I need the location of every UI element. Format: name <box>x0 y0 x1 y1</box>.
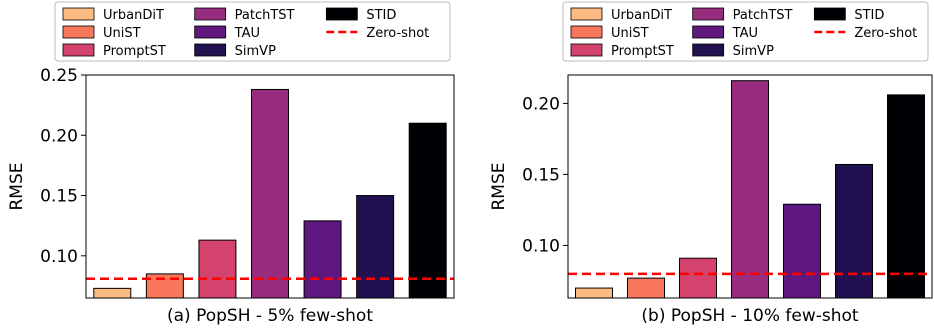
y-tick-label: 0.20 <box>40 126 78 146</box>
legend: UrbanDiT UniST PromptST PatchTST TAU SimVP STI… <box>562 1 929 62</box>
bar-tau <box>303 220 342 299</box>
legend-swatch-simvp <box>692 43 725 57</box>
legend-swatch-stid <box>813 7 846 21</box>
legend-label-patchtst: PatchTST <box>235 8 295 23</box>
panel-caption: (a) PopSH - 5% few-shot <box>167 306 373 326</box>
legend-label-tau: TAU <box>234 26 260 41</box>
legend-label-promptst: PromptST <box>103 44 166 59</box>
y-axis-label: RMSE <box>7 162 27 210</box>
legend-swatch-patchtst <box>692 7 725 21</box>
bar-promptst <box>198 239 237 299</box>
legend-swatch-tau <box>194 25 227 39</box>
legend-label-zero-shot: Zero-shot <box>366 26 429 41</box>
panel-caption: (b) PopSH - 10% few-shot <box>641 306 859 326</box>
bar-simvp <box>835 163 873 299</box>
legend-label-tau: TAU <box>732 26 758 41</box>
y-tick-label: 0.15 <box>522 165 560 185</box>
legend-label-stid: STID <box>854 8 884 23</box>
y-tick-label: 0.15 <box>40 187 78 207</box>
y-axis-label: RMSE <box>489 162 509 210</box>
legend: UrbanDiT UniST PromptST PatchTST TAU SimVP STI… <box>54 1 451 62</box>
chart-panel-b: 0.10 0.15 0.20 RMSE (b) PopSH - 10% few-shot… <box>489 1 933 326</box>
legend-label-stid: STID <box>366 8 396 23</box>
legend-label-urbandit: UrbanDiT <box>611 8 672 23</box>
y-tick-label: 0.10 <box>40 247 78 267</box>
legend-label-unist: UniST <box>103 26 141 41</box>
bar-urbandit <box>93 287 132 299</box>
legend-swatch-unist <box>570 25 603 39</box>
legend-label-unist: UniST <box>611 26 649 41</box>
plot-frame <box>567 74 933 299</box>
bar-urbandit <box>575 287 613 299</box>
legend-swatch-stid <box>325 7 358 21</box>
legend-label-urbandit: UrbanDiT <box>103 8 164 23</box>
y-tick-label: 0.10 <box>522 236 560 256</box>
legend-label-simvp: SimVP <box>235 44 276 59</box>
bar-patchtst <box>251 88 289 299</box>
legend-swatch-simvp <box>194 43 227 57</box>
legend-swatch-tau <box>692 25 725 39</box>
bar-stid <box>887 94 925 299</box>
bar-stid <box>408 122 447 299</box>
chart-panel-a: 0.10 0.15 0.20 0.25 RMSE (a) PopSH - 5% few-s… <box>7 1 455 326</box>
legend-label-patchtst: PatchTST <box>733 8 793 23</box>
legend-swatch-promptst <box>570 43 603 57</box>
legend-label-promptst: PromptST <box>611 44 674 59</box>
legend-swatch-urbandit <box>570 7 603 21</box>
bar-unist <box>627 277 665 299</box>
y-tick-label: 0.20 <box>522 94 560 114</box>
plot-frame <box>85 74 455 299</box>
bar-tau <box>783 203 821 299</box>
legend-swatch-patchtst <box>194 7 227 21</box>
bar-patchtst <box>731 80 769 299</box>
y-tick-label: 0.25 <box>40 66 78 86</box>
legend-swatch-unist <box>62 25 95 39</box>
legend-label-simvp: SimVP <box>733 44 774 59</box>
legend-swatch-urbandit <box>62 7 95 21</box>
bar-simvp <box>356 195 395 299</box>
legend-swatch-promptst <box>62 43 95 57</box>
bar-promptst <box>679 257 717 299</box>
legend-label-zero-shot: Zero-shot <box>854 26 917 41</box>
